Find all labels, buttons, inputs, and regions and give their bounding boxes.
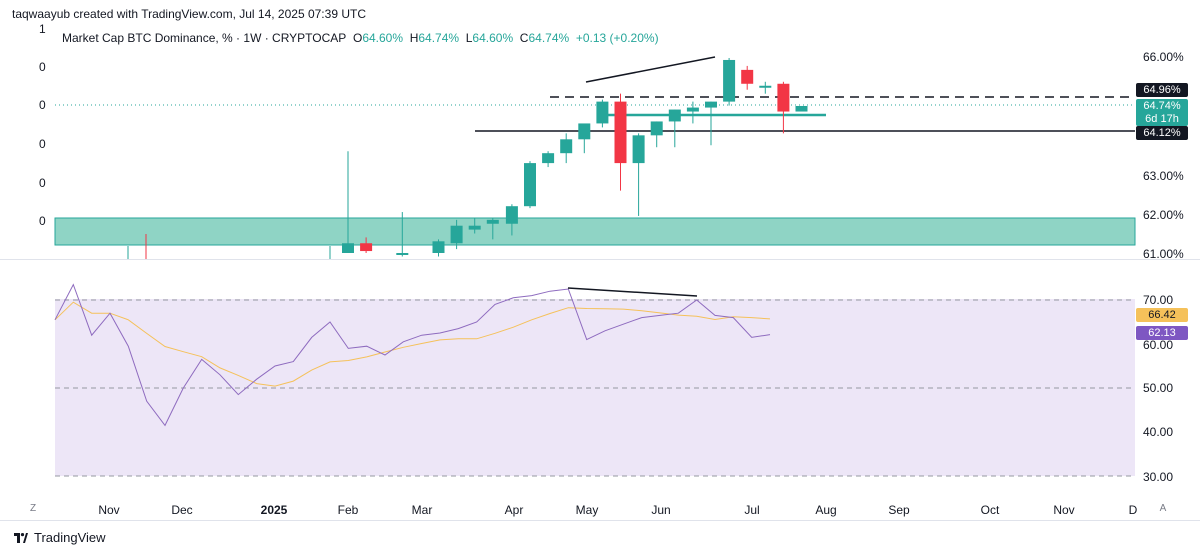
- time-axis-tick: D: [1128, 503, 1138, 517]
- open-value: 64.60%: [362, 31, 404, 45]
- time-axis-tick: Jul: [744, 503, 760, 517]
- candle-body: [450, 225, 463, 244]
- support-zone: [54, 217, 1136, 246]
- rsi-divergence-line: [567, 287, 698, 297]
- candle-body: [759, 85, 772, 88]
- time-axis-tick: Jun: [651, 503, 671, 517]
- candle-body: [360, 243, 373, 252]
- footer-bar: [0, 520, 1200, 553]
- low-label: L: [465, 31, 473, 45]
- price-axis-tick: 66.00%: [1143, 50, 1184, 64]
- candle-body: [741, 69, 754, 84]
- auto-scale-button[interactable]: A: [1159, 503, 1167, 514]
- candle-body: [705, 101, 717, 108]
- candle-body: [578, 123, 591, 140]
- candle-body: [432, 241, 445, 253]
- pane-separator[interactable]: [0, 259, 1200, 260]
- rsi-ma-badge: 66.42: [1136, 308, 1188, 322]
- left-scale-tick: 0: [39, 176, 46, 190]
- time-axis-tick: Dec: [171, 503, 193, 517]
- left-scale-tick: 0: [39, 98, 46, 112]
- candle-body: [650, 121, 663, 136]
- candle-body: [486, 219, 499, 224]
- symbol-legend: Market Cap BTC Dominance, % · 1W · CRYPT…: [62, 31, 659, 45]
- close-value: 64.74%: [528, 31, 570, 45]
- candle-body: [795, 105, 808, 112]
- level-low-badge: 64.12%: [1136, 126, 1188, 140]
- rsi-axis-tick: 50.00: [1143, 381, 1174, 395]
- candle-body: [505, 206, 518, 224]
- candle-body: [723, 59, 736, 102]
- symbol-title: Market Cap BTC Dominance, % · 1W · CRYPT…: [62, 31, 347, 45]
- candle-body: [632, 135, 645, 164]
- candle-body: [542, 153, 555, 164]
- left-scale-tick: 0: [39, 60, 46, 74]
- time-axis-tick: Nov: [98, 503, 120, 517]
- time-axis-tick: Aug: [815, 503, 837, 517]
- candle-body: [686, 107, 699, 112]
- time-axis-tick: Oct: [980, 503, 1000, 517]
- created-by-caption: taqwaayub created with TradingView.com, …: [12, 7, 366, 21]
- price-axis-tick: 61.00%: [1143, 247, 1184, 261]
- high-value: 64.74%: [418, 31, 460, 45]
- rsi-ma-line: [54, 301, 771, 387]
- time-axis-tick: Feb: [337, 503, 359, 517]
- candle-body: [560, 139, 573, 154]
- time-axis-tick: Sep: [888, 503, 910, 517]
- left-scale-tick: 0: [39, 214, 46, 228]
- rsi-axis-tick: 30.00: [1143, 470, 1174, 484]
- price-trendline: [585, 56, 716, 83]
- candle-body: [777, 83, 790, 112]
- close-label: C: [519, 31, 529, 45]
- tradingview-brand[interactable]: TradingView: [14, 530, 106, 545]
- candle-body: [342, 243, 354, 253]
- time-axis-tick: Nov: [1053, 503, 1075, 517]
- tradingview-logo-icon: [14, 532, 28, 543]
- rsi-axis-tick: 70.00: [1143, 293, 1174, 307]
- price-chart[interactable]: [0, 0, 1200, 260]
- last-price-badge: 64.74%: [1136, 99, 1188, 113]
- zoom-toggle-button[interactable]: Z: [29, 503, 37, 514]
- open-label: O: [352, 31, 363, 45]
- price-axis-tick: 63.00%: [1143, 169, 1184, 183]
- time-axis-tick: Mar: [411, 503, 433, 517]
- candle-body: [668, 109, 681, 122]
- rsi-value-badge: 62.13: [1136, 326, 1188, 340]
- candle-body: [596, 101, 609, 124]
- change-value: +0.13 (+0.20%): [575, 31, 659, 45]
- left-scale-tick: 0: [39, 137, 46, 151]
- rsi-axis-tick: 60.00: [1143, 338, 1174, 352]
- brand-name: TradingView: [34, 530, 106, 545]
- rsi-line: [54, 283, 771, 427]
- rsi-axis-tick: 40.00: [1143, 425, 1174, 439]
- bar-countdown-badge: 6d 17h: [1136, 112, 1188, 126]
- candle-body: [614, 101, 627, 164]
- high-label: H: [409, 31, 419, 45]
- time-axis-tick: May: [575, 503, 599, 517]
- time-axis-tick: Apr: [504, 503, 524, 517]
- level-high-badge: 64.96%: [1136, 83, 1188, 97]
- time-axis-tick: 2025: [260, 503, 288, 517]
- candle-body: [396, 253, 409, 255]
- low-value: 64.60%: [472, 31, 514, 45]
- left-scale-tick: 1: [39, 22, 46, 36]
- candle-body: [524, 163, 536, 207]
- candle-body: [468, 225, 481, 230]
- rsi-pane[interactable]: [0, 260, 1200, 500]
- price-axis-tick: 62.00%: [1143, 208, 1184, 222]
